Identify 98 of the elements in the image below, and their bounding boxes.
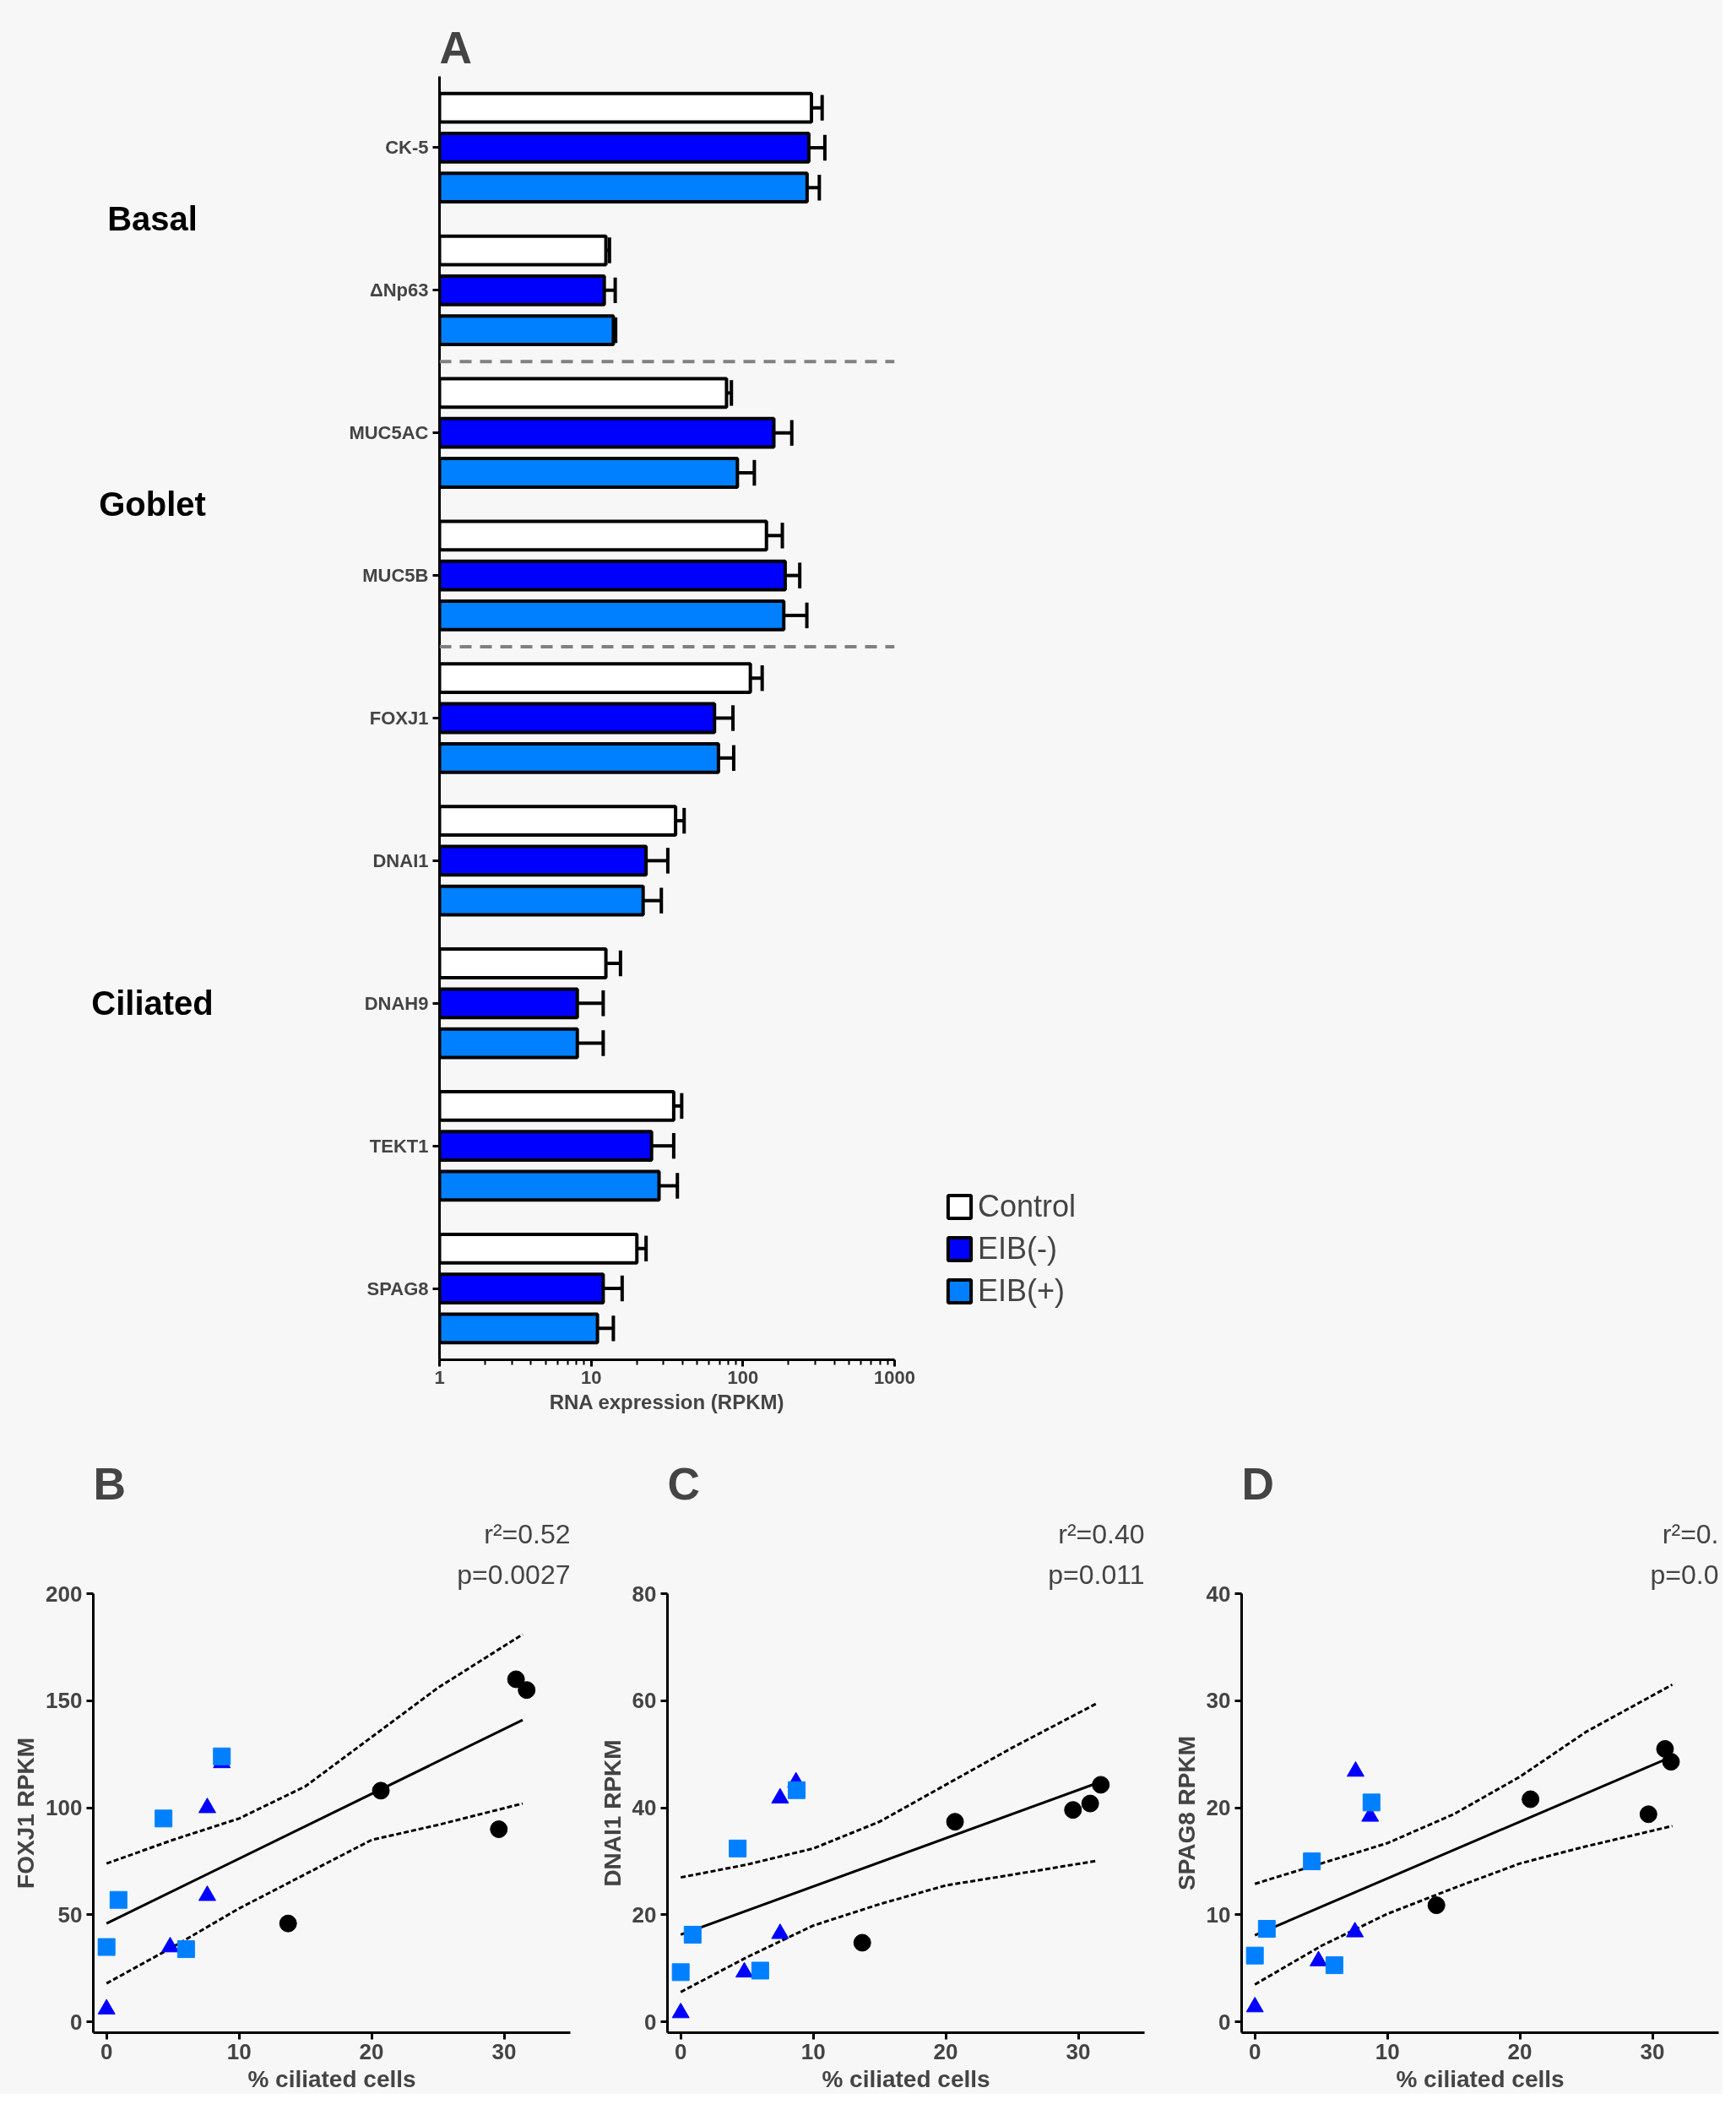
point	[97, 1938, 116, 1956]
point	[788, 1781, 806, 1799]
y-tick-label: 40	[632, 1795, 657, 1821]
y-axis-title: FOXJ1 RPKM	[13, 1738, 40, 1889]
point	[729, 1839, 747, 1857]
y-tick-label: MUC5B	[362, 565, 429, 587]
point	[1257, 1919, 1276, 1938]
x-tick-label: 0	[674, 2038, 687, 2064]
point	[1081, 1794, 1099, 1813]
text: r²=0.	[1662, 1518, 1719, 1549]
x-axis-title: % ciliated cells	[247, 2065, 416, 2092]
line-series	[105, 1802, 524, 1985]
point	[1362, 1793, 1381, 1812]
y-tick-label: SPAG8	[366, 1277, 429, 1299]
point	[1427, 1896, 1446, 1915]
legend-label: EIB(-)	[978, 1231, 1057, 1266]
point	[853, 1933, 871, 1952]
point	[751, 1961, 769, 1980]
point	[1092, 1776, 1110, 1794]
x-tick-label: 1000	[874, 1366, 915, 1388]
y-tick-label: FOXJ1	[369, 708, 429, 729]
point	[1662, 1753, 1680, 1771]
y-tick-label: 50	[57, 1901, 83, 1928]
point	[176, 1940, 195, 1959]
point	[671, 1963, 690, 1982]
x-axis-title: RNA expression (RPKM)	[549, 1390, 784, 1413]
y-tick-label: 0	[644, 2009, 657, 2035]
x-tick-label: 10	[800, 2038, 826, 2064]
y-tick-label: 20	[632, 1901, 657, 1928]
text: p=0.0	[1650, 1559, 1719, 1590]
text: Goblet	[99, 485, 206, 523]
x-tick-label: 30	[1066, 2038, 1091, 2064]
y-axis-title: SPAG8 RPKM	[1173, 1735, 1200, 1891]
chart-title: C	[667, 1458, 701, 1509]
chart-title: D	[1241, 1458, 1275, 1509]
point	[518, 1681, 536, 1700]
y-tick-label: DNAH9	[364, 992, 429, 1014]
point	[507, 1670, 525, 1689]
point	[1656, 1739, 1674, 1758]
x-tick-label: 30	[491, 2038, 517, 2064]
point	[1325, 1956, 1343, 1975]
point	[683, 1925, 702, 1944]
y-tick-label: 20	[1206, 1795, 1231, 1821]
x-axis-title: % ciliated cells	[1396, 2065, 1565, 2092]
y-tick-label: DNAI1	[372, 849, 429, 871]
point	[279, 1914, 297, 1933]
text: r²=0.52	[484, 1518, 571, 1549]
y-tick-label: 40	[1206, 1581, 1231, 1607]
y-tick-label: 30	[1206, 1688, 1231, 1714]
y-tick-label: ΔNp63	[369, 279, 429, 301]
legend-label: EIB(+)	[978, 1273, 1066, 1309]
y-tick-label: 0	[70, 2009, 83, 2035]
point	[1522, 1790, 1540, 1809]
point	[1245, 1997, 1264, 2013]
chart-title: B	[93, 1458, 127, 1509]
y-tick-label: 10	[1206, 1901, 1231, 1928]
text: p=0.011	[1048, 1559, 1145, 1590]
text: Ciliated	[91, 984, 214, 1022]
y-tick-label: TEKT1	[369, 1135, 429, 1157]
point	[155, 1809, 173, 1828]
point	[1639, 1805, 1657, 1824]
x-tick-label: 20	[933, 2038, 958, 2064]
x-tick-label: 10	[580, 1366, 602, 1388]
line-series	[1253, 1825, 1674, 1986]
point	[1303, 1852, 1321, 1871]
y-tick-label: 80	[632, 1581, 657, 1607]
legend-label: Control	[978, 1189, 1077, 1224]
line-series	[1253, 1683, 1674, 1885]
x-tick-label: 20	[1507, 2038, 1533, 2064]
point	[490, 1820, 508, 1838]
y-tick-label: 60	[632, 1688, 657, 1714]
x-tick-label: 10	[1375, 2038, 1400, 2064]
line-series	[105, 1633, 524, 1865]
point	[946, 1813, 964, 1831]
x-tick-label: 30	[1640, 2038, 1665, 2064]
point	[213, 1747, 231, 1765]
text: Basal	[107, 200, 198, 238]
x-tick-label: 0	[100, 2038, 113, 2064]
point	[1064, 1801, 1082, 1819]
text: p=0.0027	[457, 1559, 571, 1590]
y-tick-label: 100	[46, 1795, 83, 1821]
y-tick-label: CK-5	[385, 137, 429, 159]
y-tick-label: 200	[46, 1581, 83, 1607]
x-tick-label: 10	[226, 2038, 252, 2064]
y-tick-label: MUC5AC	[349, 422, 429, 444]
y-axis-title: DNAI1 RPKM	[599, 1739, 626, 1887]
x-tick-label: 0	[1248, 2038, 1261, 2064]
x-tick-label: 100	[727, 1366, 759, 1388]
point	[1245, 1946, 1264, 1965]
point	[109, 1890, 127, 1909]
y-tick-label: 150	[46, 1688, 83, 1714]
y-tick-label: 0	[1218, 2009, 1231, 2035]
line-series	[679, 1702, 1099, 1879]
chart-title: A	[439, 22, 473, 73]
point	[372, 1781, 390, 1800]
x-axis-title: % ciliated cells	[822, 2065, 990, 2092]
text: r²=0.40	[1058, 1518, 1145, 1549]
x-tick-label: 1	[434, 1366, 445, 1388]
